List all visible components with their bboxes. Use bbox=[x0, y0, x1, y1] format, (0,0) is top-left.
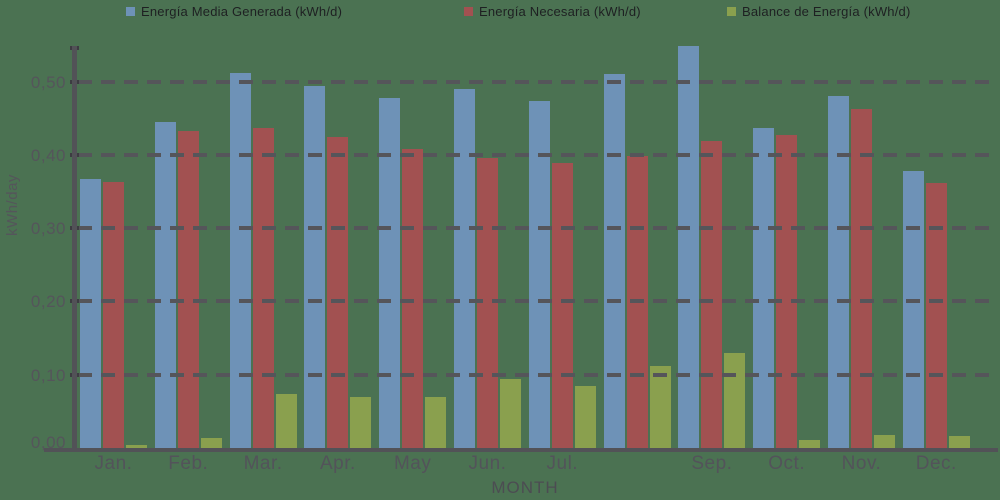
y-tick-label: 0,50 bbox=[30, 72, 66, 92]
x-tick-label-may: May bbox=[393, 453, 432, 474]
gridline-0,30 bbox=[78, 226, 998, 231]
legend-item-energia-media-generada: Energía Media Generada (kWh/d) bbox=[126, 3, 343, 19]
x-tick-label-sep: Sep. bbox=[691, 453, 733, 474]
bar-generada-4 bbox=[304, 85, 326, 448]
x-tick-label-jan: Jan. bbox=[94, 453, 133, 474]
x-tick-label-oct: Oct. bbox=[768, 453, 806, 474]
bar-generada-9 bbox=[678, 45, 700, 448]
bar-balance-1 bbox=[126, 445, 147, 448]
bar-generada-8 bbox=[603, 74, 625, 448]
bar-balance-8 bbox=[649, 365, 671, 448]
bar-balance-7 bbox=[574, 386, 596, 448]
bar-necesaria-1 bbox=[103, 181, 124, 448]
gridline-0,40 bbox=[78, 152, 998, 157]
legend-item-balance-energia: Balance de Energía (kWh/d) bbox=[727, 3, 911, 19]
y-tick-label: 0,30 bbox=[30, 219, 66, 239]
bar-necesaria-7 bbox=[551, 162, 573, 448]
legend-swatch-balance-icon bbox=[727, 6, 736, 16]
x-tick-label-mar: Mar. bbox=[243, 453, 283, 474]
bar-generada-11 bbox=[828, 96, 849, 448]
x-tick-label-jun: Jun. bbox=[468, 453, 507, 474]
bar-balance-6 bbox=[500, 379, 521, 448]
y-tick-label: 0,10 bbox=[30, 365, 66, 385]
x-tick-label-feb: Feb. bbox=[168, 453, 209, 474]
gridline-0,20 bbox=[78, 299, 998, 304]
bar-balance-10 bbox=[799, 439, 821, 448]
y-tick-label: 0,40 bbox=[30, 145, 66, 165]
bar-balance-11 bbox=[874, 434, 895, 448]
legend-swatch-necesaria-icon bbox=[464, 6, 473, 16]
bar-generada-6 bbox=[454, 88, 475, 448]
legend-item-energia-necesaria: Energía Necesaria (kWh/d) bbox=[464, 3, 641, 19]
x-tick-label-dec: Dec. bbox=[915, 453, 957, 474]
legend-label-generada: Energía Media Generada (kWh/d) bbox=[141, 3, 343, 19]
bar-balance-2 bbox=[200, 438, 222, 448]
bar-necesaria-11 bbox=[851, 109, 872, 448]
x-tick-label-apr: Apr. bbox=[319, 453, 356, 474]
legend-label-necesaria: Energía Necesaria (kWh/d) bbox=[479, 3, 641, 19]
gridline-0,10 bbox=[78, 372, 998, 377]
gridline-0,50 bbox=[78, 79, 998, 84]
y-axis-title: kWh/day bbox=[4, 174, 21, 236]
bar-necesaria-3 bbox=[252, 127, 274, 448]
bar-balance-3 bbox=[275, 393, 297, 448]
y-tick-label: 0,00 bbox=[30, 433, 66, 452]
bar-necesaria-9 bbox=[701, 140, 723, 448]
x-axis-title: MONTH bbox=[491, 478, 559, 497]
x-tick-label-jul: Jul. bbox=[546, 453, 579, 474]
legend-swatch-generada-icon bbox=[126, 6, 135, 16]
bar-necesaria-2 bbox=[177, 131, 199, 448]
bar-generada-12 bbox=[902, 170, 924, 448]
bar-generada-2 bbox=[154, 121, 176, 448]
bar-necesaria-4 bbox=[327, 137, 349, 448]
bar-generada-7 bbox=[528, 101, 550, 448]
y-tick-label: 0,20 bbox=[30, 292, 66, 312]
bar-necesaria-12 bbox=[925, 182, 947, 448]
bar-generada-1 bbox=[80, 178, 101, 448]
bar-balance-9 bbox=[724, 352, 746, 448]
bar-necesaria-10 bbox=[776, 135, 798, 448]
legend-label-balance: Balance de Energía (kWh/d) bbox=[742, 3, 911, 19]
x-tick-label-nov: Nov. bbox=[841, 453, 882, 474]
bar-balance-12 bbox=[948, 436, 970, 448]
bar-generada-10 bbox=[753, 127, 775, 448]
bar-generada-5 bbox=[379, 97, 401, 448]
bar-balance-5 bbox=[425, 396, 447, 448]
bar-generada-3 bbox=[229, 73, 251, 448]
bar-balance-4 bbox=[350, 396, 372, 448]
x-axis-line bbox=[44, 448, 998, 452]
y-axis-line bbox=[72, 46, 77, 452]
